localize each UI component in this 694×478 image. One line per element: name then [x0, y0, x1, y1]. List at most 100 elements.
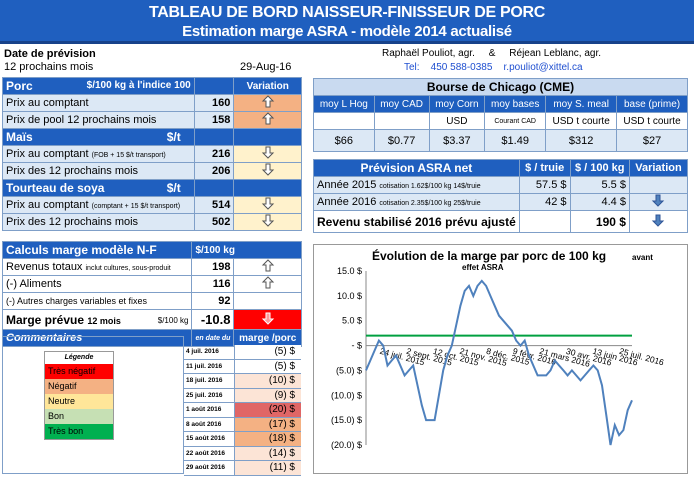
asra-value: 42: [545, 196, 558, 208]
legend-title: Légende: [64, 354, 94, 361]
chicago-header: base (prime): [616, 95, 688, 113]
dollar-sign: $: [619, 196, 626, 208]
chicago-sub: [373, 112, 430, 130]
history-row: 4 juil. 2016 (5) $: [184, 345, 301, 360]
y-tick-label: 10.0 $: [337, 291, 362, 301]
row-label: (-) Autres charges variables et fixes: [1, 292, 193, 310]
up-arrow-icon: [233, 94, 302, 112]
row-label: Prix au comptant: [6, 199, 89, 211]
soya-unit: $/t: [166, 181, 181, 195]
history-row: 25 juil. 2016 (9) $: [184, 388, 301, 403]
chicago-header: moy S. meal: [545, 95, 618, 113]
date-col-header: en date du: [191, 329, 235, 347]
row-label: Prix au comptant: [6, 148, 89, 160]
marge-sub: 12 mois: [87, 315, 121, 326]
down-arrow-icon: [233, 309, 302, 330]
dollar-sign: $: [560, 179, 567, 191]
history-value: (5) $: [234, 345, 301, 359]
asra-value: 5.5: [601, 179, 617, 191]
margin-line-chart: Évolution de la marge par porc de 100 kg…: [331, 248, 665, 450]
soya-row-comptant: Prix au comptant (comptant + 15 $/t tran…: [2, 196, 302, 214]
marge-value: -10.8: [191, 309, 235, 330]
chicago-value: $1.49: [484, 129, 547, 152]
soya-row-12mois: Prix des 12 prochains mois 502: [2, 213, 302, 231]
soya-title: Tourteau de soya: [6, 181, 105, 195]
title-line1: TABLEAU DE BORD NAISSEUR-FINISSEUR DE PO…: [148, 4, 546, 21]
variation-header: Variation: [233, 77, 302, 95]
row-value: 160: [193, 94, 235, 112]
row-note: cotisation 1.62$/100 kg 14$/truie: [379, 183, 481, 190]
mais-header-row: Maïs $/t: [2, 128, 302, 146]
y-tick-label: (5.0) $: [336, 365, 362, 375]
chicago-value: $27: [616, 129, 688, 152]
history-date: 18 juil. 2016: [186, 377, 223, 384]
history-date: 15 août 2016: [186, 435, 226, 442]
legend-item: Négatif: [45, 379, 113, 394]
revenu-value: 190: [595, 214, 616, 229]
y-tick-label: 15.0 $: [337, 266, 362, 276]
calc-table: Calculs marge modèle N-F $/100 kg Revenu…: [1, 241, 302, 347]
period-label: 12 prochains mois: [4, 61, 94, 73]
revenu-row: Revenu stabilisé 2016 prévu ajusté 190 $: [313, 210, 689, 233]
history-row: 15 août 2016 (18) $: [184, 432, 301, 447]
chicago-sub: USD: [428, 112, 486, 130]
chicago-sub: Courant CAD: [484, 112, 547, 130]
contact-link[interactable]: Tel: 450 588-0385 r.pouliot@xittel.ca: [404, 62, 583, 73]
asra-row-2016: Année 2016 cotisation 2.35$/100 kg 25$/t…: [313, 193, 689, 211]
comments-area[interactable]: [2, 336, 184, 474]
asra-col1: $ / truie: [518, 159, 571, 177]
history-value: (14) $: [234, 446, 301, 460]
calc-row-autres: (-) Autres charges variables et fixes 92: [1, 292, 302, 310]
calc-unit: $/100 kg: [191, 241, 302, 259]
row-label: Revenus totaux: [6, 261, 83, 273]
chicago-sub: [313, 112, 375, 130]
legend-box: Légende Très négatif Négatif Neutre Bon Très…: [44, 351, 114, 440]
history-list: 4 juil. 2016 (5) $11 juil. 2016 (5) $18 ju…: [184, 345, 301, 476]
chart-subtitle: effet ASRA: [462, 263, 504, 272]
porc-unit: $/100 kg à l'indice 100: [86, 80, 191, 91]
porc-row-pool: Prix de pool 12 prochains mois 158: [2, 111, 302, 129]
soya-header-row: Tourteau de soya $/t: [2, 179, 302, 197]
up-arrow-icon: [233, 258, 302, 276]
history-row: 8 août 2016 (17) $: [184, 417, 301, 432]
chart-panel: Évolution de la marge par porc de 100 kg…: [313, 244, 688, 474]
porc-header-row: Porc $/100 kg à l'indice 100 Variation: [2, 77, 302, 95]
history-date: 29 août 2016: [186, 464, 226, 471]
legend-item: Bon: [45, 409, 113, 424]
date-value: 29-Aug-16: [240, 61, 292, 73]
up-arrow-icon: [233, 275, 302, 293]
calc-row-aliments: (-) Aliments 116: [1, 275, 302, 293]
row-label: Prix des 12 prochains mois: [2, 213, 195, 231]
y-tick-label: (20.0) $: [331, 440, 362, 450]
price-table: Porc $/100 kg à l'indice 100 Variation Pr…: [2, 77, 302, 231]
legend-item: Très bon: [45, 424, 113, 439]
chart-title: Évolution de la marge par porc de 100 kg: [372, 248, 606, 263]
history-date: 1 août 2016: [186, 406, 222, 413]
marge-unit: $/100 kg: [157, 315, 189, 325]
chicago-header: moy L Hog: [313, 95, 375, 113]
mais-row-12mois: Prix des 12 prochains mois 206: [2, 162, 302, 180]
history-row: 18 juil. 2016 (10) $: [184, 374, 301, 389]
dollar-sign: $: [619, 179, 626, 191]
history-value: (17) $: [234, 417, 301, 431]
y-tick-label: 5.0 $: [342, 316, 362, 326]
asra-row-2015: Année 2015 cotisation 1.62$/100 kg 14$/t…: [313, 176, 689, 194]
row-note: inclut cultures, sous-produit: [85, 265, 171, 272]
calc-title: Calculs marge modèle N-F: [1, 241, 193, 259]
title-line2: Estimation marge ASRA - modèle 2014 actu…: [182, 23, 512, 40]
series-line: [365, 279, 633, 446]
chicago-sub: USD t courte: [616, 112, 688, 130]
dollar-sign: $: [619, 214, 626, 229]
chicago-title: Bourse de Chicago (CME): [313, 78, 688, 96]
title-banner: TABLEAU DE BORD NAISSEUR-FINISSEUR DE PO…: [0, 0, 694, 44]
history-row: 1 août 2016 (20) $: [184, 403, 301, 418]
down-arrow-icon: [233, 213, 302, 231]
history-value: (9) $: [234, 388, 301, 402]
row-value: 158: [193, 111, 235, 129]
chicago-value: $3.37: [428, 129, 486, 152]
calc-row-revenus: Revenus totaux inclut cultures, sous-pro…: [1, 258, 302, 276]
down-arrow-icon: [233, 145, 302, 163]
row-label: Prix des 12 prochains mois: [2, 162, 195, 180]
commentaires-label: Commentaires: [1, 329, 193, 347]
legend-item: Neutre: [45, 394, 113, 409]
